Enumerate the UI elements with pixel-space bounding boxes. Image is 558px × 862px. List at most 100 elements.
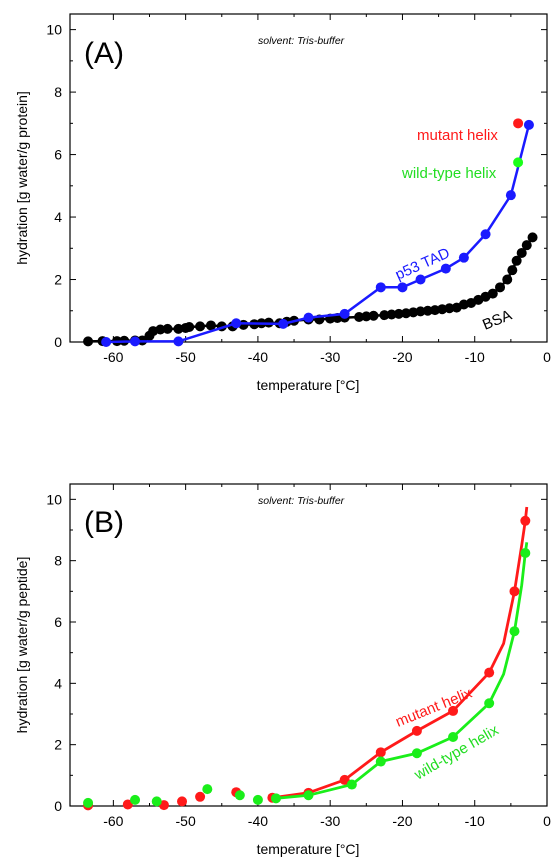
panel-a-label-bsa: BSA [480, 307, 514, 334]
panel-a-point-mutant-helix [513, 118, 524, 129]
panel-b-point-wild-type-helix [151, 796, 162, 807]
panel-a-point-bsa [422, 305, 433, 316]
panel-a-xtick-label: 0 [543, 349, 551, 365]
panel-b-label: (B) [84, 506, 124, 539]
panel-b-ytick-label: 0 [54, 798, 62, 814]
panel-b-xlabel: temperature [°C] [257, 841, 360, 857]
panel-b-series-line-mutant-helix [272, 506, 529, 800]
panel-a-xtick-label: -10 [465, 349, 485, 365]
panel-a-point-bsa [444, 303, 455, 314]
panel-a-point-bsa [502, 274, 513, 285]
panel-a-ytick-label: 6 [54, 147, 62, 163]
panel-a-point-p53-tad [339, 308, 350, 319]
panel-a-point-bsa [487, 288, 498, 299]
panel-b-xtick-label: -40 [248, 813, 268, 829]
panel-b-ytick-label: 10 [46, 491, 62, 507]
panel-a-point-bsa [184, 322, 195, 333]
panel-a-xtick-label: -30 [320, 349, 340, 365]
panel-a-point-p53-tad [101, 337, 112, 347]
panel-b-point-wild-type-helix [202, 784, 213, 795]
panel-b-frame [69, 483, 548, 807]
panel-a-label-wildtype: wild-type helix [401, 165, 497, 182]
panel-b-point-mutant-helix [375, 747, 386, 758]
panel-a-ytick-label: 0 [54, 334, 62, 350]
panel-b-point-wild-type-helix [484, 698, 495, 709]
panel-a-point-p53-tad [375, 282, 386, 293]
panel-a-point-p53-tad [278, 318, 289, 329]
panel-b-point-mutant-helix [411, 725, 422, 736]
panel-a-label: (A) [84, 37, 124, 70]
panel-a-ylabel: hydration [g water/g protein] [14, 91, 30, 265]
panel-a-xtick-label: -40 [248, 349, 268, 365]
panel-b-point-wild-type-helix [448, 732, 459, 742]
panel-a-xlabel: temperature [°C] [257, 377, 360, 393]
panel-a-point-p53-tad [415, 274, 426, 285]
panel-b-point-mutant-helix [339, 774, 350, 785]
panel-a-point-bsa [511, 255, 522, 266]
panel-a-point-p53-tad [458, 252, 469, 263]
panel-a-series-line-bsa [88, 236, 534, 343]
panel-a-annotation: solvent: Tris-buffer [258, 35, 345, 47]
panel-b-point-mutant-helix [509, 586, 520, 597]
panel-a-xtick-label: -60 [103, 349, 123, 365]
panel-a-data [83, 118, 538, 347]
panel-b-point-wild-type-helix [509, 626, 520, 637]
panel-b-point-wild-type-helix [130, 794, 141, 805]
panel-a-ytick-label: 10 [46, 22, 62, 38]
panel-b-xtick-label: -60 [103, 813, 123, 829]
panel-b-point-wild-type-helix [520, 548, 531, 558]
panel-a-point-bsa [516, 247, 527, 258]
panel-a-point-bsa [162, 323, 173, 334]
panel-a-point-p53-tad [440, 263, 451, 274]
panel-a-point-p53-tad [480, 229, 491, 240]
panel-b-xtick-label: -10 [465, 813, 485, 829]
panel-a-frame [69, 13, 548, 343]
panel-a-ytick-label: 4 [54, 209, 62, 225]
panel-b-point-wild-type-helix [411, 748, 422, 759]
panel-b-point-wild-type-helix [375, 756, 386, 767]
panel-a-point-p53-tad [231, 318, 242, 329]
panel-b-xtick-label: -20 [392, 813, 412, 829]
panel-b-annotation: solvent: Tris-buffer [258, 495, 345, 507]
panel-a-xtick-label: -20 [392, 349, 412, 365]
panel-b-ticks: -60 -50 -40 -30 -20 -10 0 0 2 4 6 8 10 [46, 484, 551, 829]
panel-a-point-bsa [354, 312, 365, 323]
panel-b-xtick-label: 0 [543, 813, 551, 829]
panel-a-point-bsa [205, 320, 216, 331]
panel-b-ytick-label: 6 [54, 614, 62, 630]
panel-b-point-mutant-helix [520, 515, 531, 526]
panel-a: -60 -50 -40 -30 -20 -10 0 0 2 4 6 8 10 (A) solvent: … [14, 13, 551, 393]
panel-b: -60 -50 -40 -30 -20 -10 0 0 2 4 6 8 10 (B) solvent: … [14, 483, 551, 857]
panel-a-point-bsa [415, 306, 426, 317]
panel-b-point-mutant-helix [448, 705, 459, 716]
panel-b-point-mutant-helix [177, 796, 188, 807]
panel-b-point-wild-type-helix [346, 779, 357, 790]
panel-a-point-p53-tad [523, 119, 534, 130]
panel-b-data [83, 506, 531, 811]
panel-b-point-mutant-helix [484, 667, 495, 678]
panel-a-series-line-p53-tad [106, 124, 531, 344]
panel-a-point-bsa [386, 309, 397, 320]
panel-a-point-bsa [393, 308, 404, 319]
panel-b-point-wild-type-helix [83, 797, 94, 808]
panel-b-point-mutant-helix [195, 791, 206, 802]
panel-b-point-wild-type-helix [252, 794, 263, 805]
panel-a-point-p53-tad [397, 282, 408, 293]
panel-a-ticks: -60 -50 -40 -30 -20 -10 0 0 2 4 6 8 10 [46, 14, 551, 365]
panel-a-point-p53-tad [303, 312, 314, 323]
panel-a-point-p53-tad [173, 336, 184, 347]
panel-b-ytick-label: 2 [54, 737, 62, 753]
panel-b-xtick-label: -50 [176, 813, 196, 829]
panel-a-point-bsa [495, 282, 506, 293]
panel-b-ytick-label: 4 [54, 675, 62, 691]
panel-b-label-wildtype: wild-type helix [411, 721, 502, 784]
panel-a-point-bsa [527, 232, 538, 243]
panel-b-point-wild-type-helix [303, 790, 314, 801]
panel-b-ylabel: hydration [g water/g peptide] [14, 557, 30, 734]
panel-b-point-mutant-helix [122, 799, 133, 810]
panel-a-point-bsa [155, 324, 166, 335]
panel-a-point-bsa [195, 321, 206, 332]
panel-a-point-bsa [361, 311, 372, 322]
panel-b-point-wild-type-helix [234, 790, 245, 801]
